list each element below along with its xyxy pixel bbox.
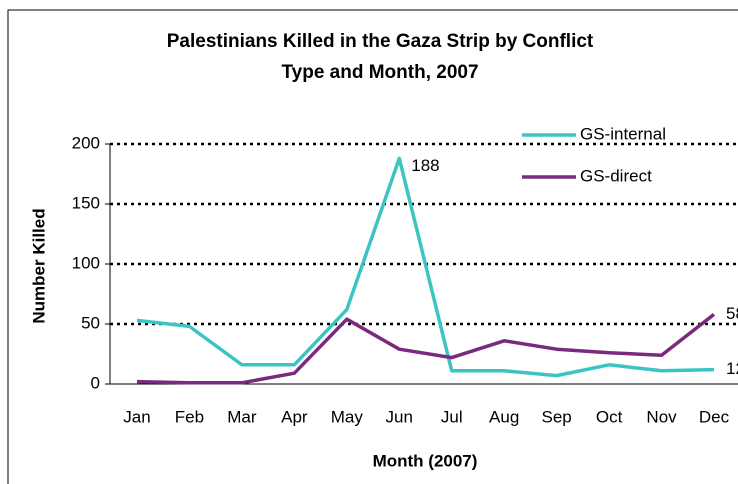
x-tick-label: Aug: [489, 407, 519, 426]
x-tick-label: Apr: [281, 407, 308, 426]
x-tick-label: May: [331, 407, 364, 426]
y-tick-label: 100: [72, 253, 100, 272]
x-tick-label: Nov: [646, 407, 677, 426]
data-label: 12: [726, 359, 738, 378]
y-tick-label: 50: [81, 313, 100, 332]
x-axis-label: Month (2007): [373, 451, 478, 470]
frame: [7, 9, 738, 484]
series-line: [136, 156, 715, 378]
x-tick-label: Dec: [699, 407, 730, 426]
chart-title: Type and Month, 2007: [281, 62, 478, 83]
x-tick-label: Jun: [386, 407, 413, 426]
chart-title: Palestinians Killed in the Gaza Strip by…: [167, 31, 594, 52]
x-tick-label: Mar: [227, 407, 257, 426]
legend-label: GS-direct: [580, 166, 652, 185]
y-tick-label: 150: [72, 193, 100, 212]
data-label: 188: [411, 156, 439, 175]
y-tick-label: 0: [91, 373, 100, 392]
legend-label: GS-internal: [580, 124, 666, 143]
x-tick-label: Oct: [596, 407, 623, 426]
x-tick-label: Feb: [175, 407, 204, 426]
y-axis-label: Number Killed: [29, 208, 48, 323]
x-tick-label: Sep: [542, 407, 572, 426]
data-label: 58: [726, 304, 738, 323]
x-tick-label: Jul: [441, 407, 463, 426]
y-tick-label: 200: [72, 133, 100, 152]
x-tick-label: Jan: [123, 407, 150, 426]
series-line: [136, 313, 716, 385]
